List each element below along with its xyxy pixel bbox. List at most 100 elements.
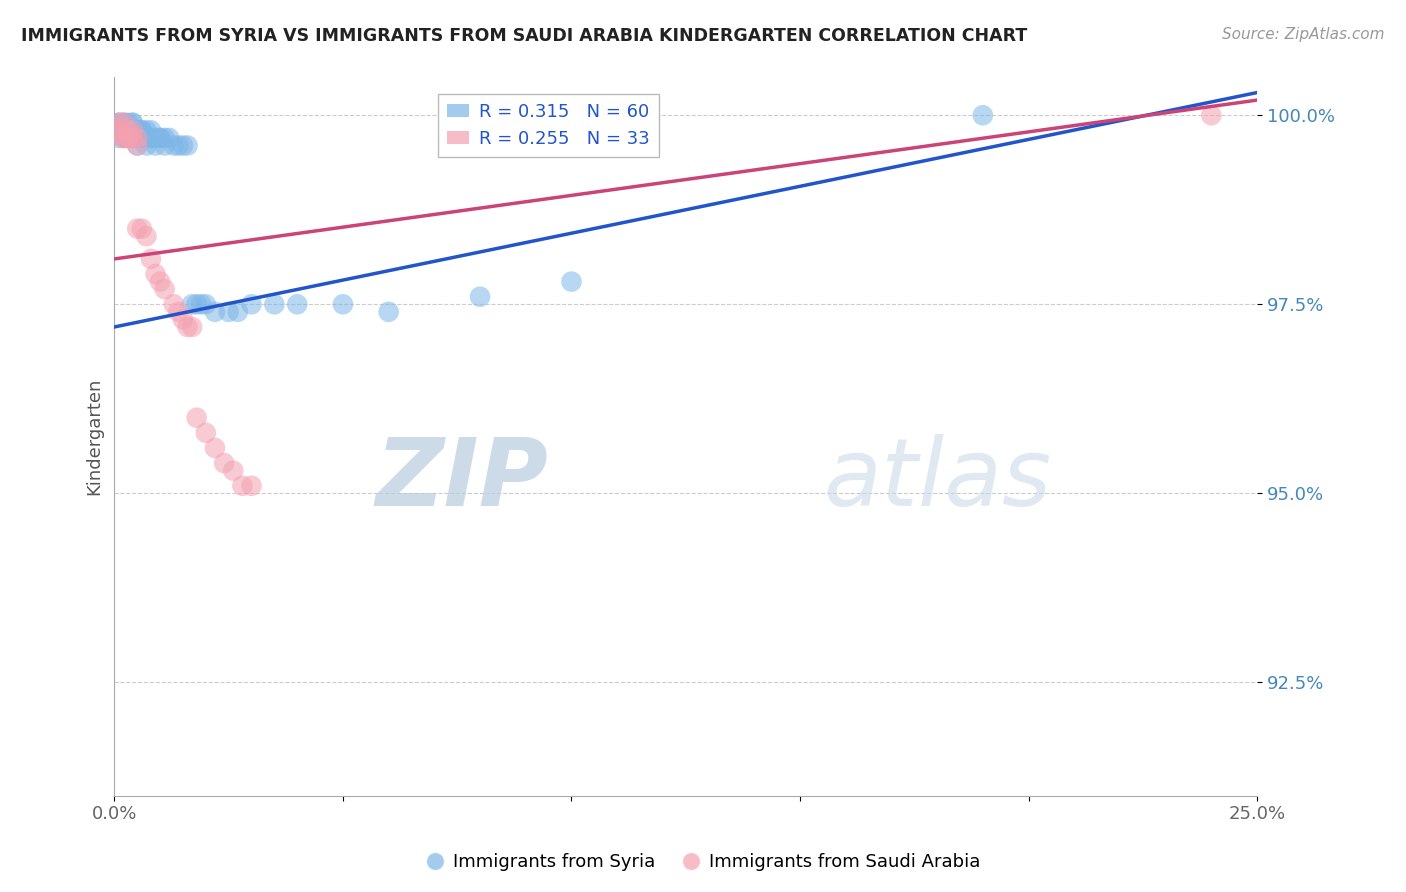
Point (172, 312, 194, 326)
Point (204, 305, 226, 319)
Point (108, 116, 131, 130)
Legend: R = 0.315   N = 60, R = 0.255   N = 33: R = 0.315 N = 60, R = 0.255 N = 33 (437, 94, 659, 157)
Point (190, 297, 212, 311)
Point (181, 297, 204, 311)
Point (112, 131, 135, 145)
Point (108, 116, 131, 130)
Point (117, 123, 139, 137)
Point (186, 297, 208, 311)
Point (117, 123, 139, 137)
Point (112, 131, 135, 145)
Point (135, 123, 157, 137)
Point (131, 131, 153, 145)
Point (131, 131, 153, 145)
Point (176, 320, 198, 334)
Point (149, 131, 172, 145)
Point (117, 131, 139, 145)
Point (149, 275, 172, 289)
Point (127, 138, 149, 153)
Point (112, 116, 135, 130)
Point (135, 229, 157, 244)
Point (117, 123, 139, 137)
Point (112, 116, 135, 130)
Point (112, 116, 135, 130)
Text: atlas: atlas (823, 434, 1052, 525)
Point (108, 123, 131, 137)
Legend: Immigrants from Syria, Immigrants from Saudi Arabia: Immigrants from Syria, Immigrants from S… (419, 847, 987, 879)
Point (163, 138, 186, 153)
Point (157, 131, 180, 145)
Point (127, 138, 149, 153)
Point (167, 305, 190, 319)
Point (131, 221, 153, 235)
Point (108, 116, 131, 130)
Point (135, 131, 157, 145)
Point (560, 275, 582, 289)
Point (139, 131, 162, 145)
Point (131, 123, 153, 137)
Point (127, 131, 149, 145)
Point (139, 123, 162, 137)
Point (240, 297, 263, 311)
Point (145, 131, 167, 145)
Text: Source: ZipAtlas.com: Source: ZipAtlas.com (1222, 27, 1385, 42)
Text: ZIP: ZIP (375, 434, 548, 525)
Point (117, 116, 139, 130)
Point (117, 131, 139, 145)
Point (181, 320, 204, 334)
Point (127, 221, 149, 235)
Point (153, 138, 176, 153)
Point (222, 464, 245, 478)
Point (135, 138, 157, 153)
Point (127, 131, 149, 145)
Point (176, 138, 198, 153)
Point (145, 138, 167, 153)
Point (172, 138, 194, 153)
Point (121, 116, 143, 130)
Text: IMMIGRANTS FROM SYRIA VS IMMIGRANTS FROM SAUDI ARABIA KINDERGARTEN CORRELATION C: IMMIGRANTS FROM SYRIA VS IMMIGRANTS FROM… (21, 27, 1028, 45)
Point (149, 131, 172, 145)
Point (263, 297, 285, 311)
Point (121, 131, 143, 145)
Point (332, 297, 354, 311)
Point (127, 131, 149, 145)
Point (212, 456, 235, 470)
Point (121, 123, 143, 137)
Point (121, 123, 143, 137)
Point (468, 290, 491, 304)
Point (131, 123, 153, 137)
Point (139, 252, 162, 266)
Point (231, 479, 253, 493)
Point (145, 267, 167, 281)
Point (112, 123, 135, 137)
Point (194, 297, 217, 311)
Point (127, 123, 149, 137)
Point (163, 297, 186, 311)
Point (108, 123, 131, 137)
Point (112, 131, 135, 145)
Point (226, 305, 249, 319)
Point (186, 410, 208, 425)
Point (112, 123, 135, 137)
Point (377, 305, 399, 319)
Point (240, 479, 263, 493)
Point (285, 297, 308, 311)
Point (117, 131, 139, 145)
Point (153, 282, 176, 296)
Y-axis label: Kindergarten: Kindergarten (86, 378, 103, 495)
Point (121, 131, 143, 145)
Point (153, 131, 176, 145)
Point (108, 123, 131, 137)
Point (108, 131, 131, 145)
Point (117, 123, 139, 137)
Point (139, 131, 162, 145)
Point (127, 123, 149, 137)
Point (204, 441, 226, 455)
Point (194, 425, 217, 440)
Point (121, 123, 143, 137)
Point (1201, 108, 1223, 122)
Point (218, 305, 240, 319)
Point (121, 116, 143, 130)
Point (972, 108, 994, 122)
Point (167, 138, 190, 153)
